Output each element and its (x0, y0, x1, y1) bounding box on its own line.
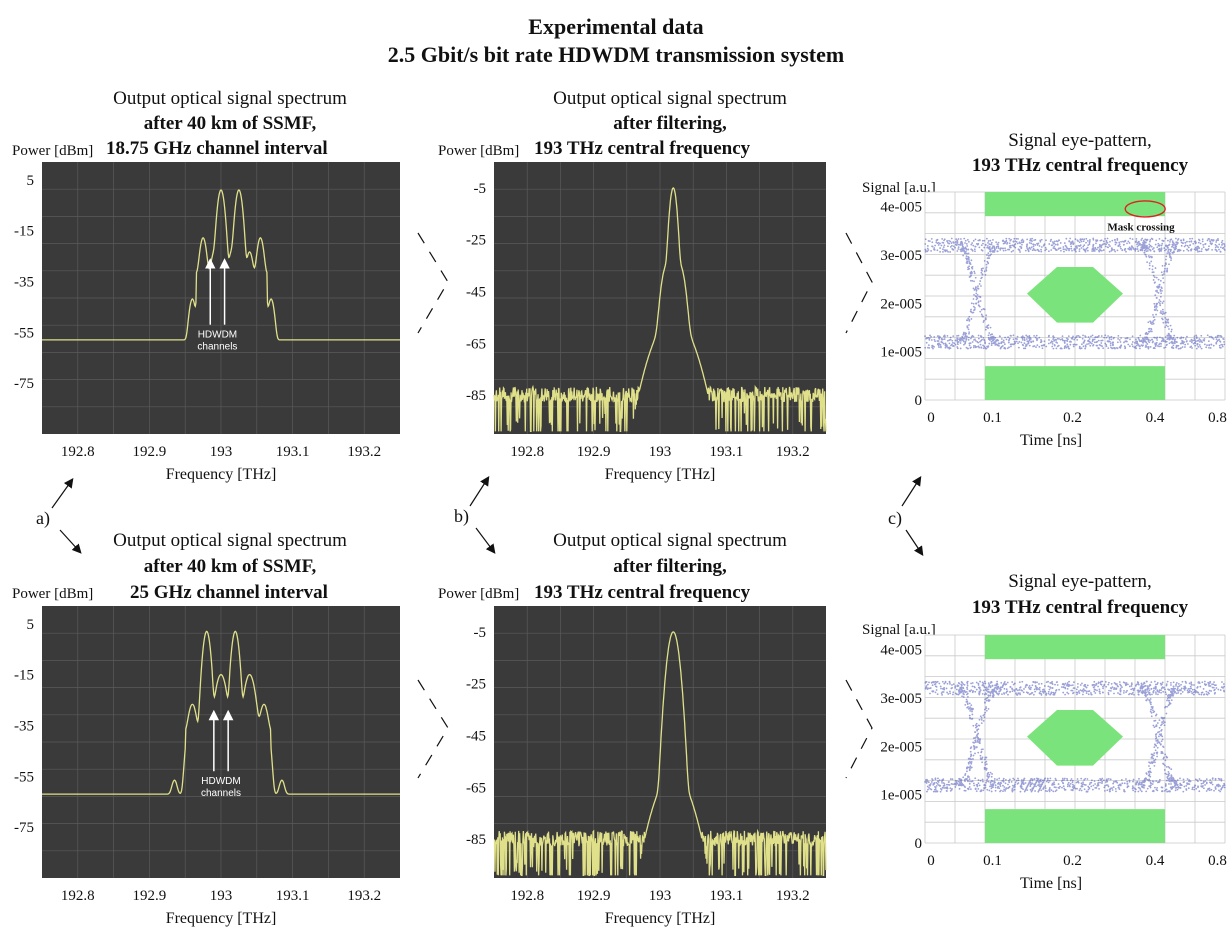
x-tick-label: 193.2 (347, 888, 381, 904)
x-tick-label: 0.4 (1146, 853, 1165, 869)
connector-b (470, 478, 494, 552)
y-tick-label: -45 (466, 729, 486, 745)
y-tick-label: 2e-005 (880, 739, 922, 755)
chart-a_bot: 5 -15 -35 -55 -75 192.8 192.9 193 193.1 193.2 Freq… (14, 606, 400, 927)
x-tick-label: 0.2 (1063, 410, 1082, 426)
y-tick-label: -45 (466, 285, 486, 301)
y-tick-label: -25 (466, 233, 486, 249)
mask-bottom (985, 366, 1165, 400)
y-tick-label: -35 (14, 718, 34, 734)
x-tick-label: 193.1 (710, 444, 744, 460)
chart-c_top: 4e-005 3e-005 2e-005 1e-005 00 0.1 0.2 0.4 0.8 Ti… (880, 192, 1227, 449)
x-tick-label: 193.2 (776, 888, 810, 904)
x-axis-label: Frequency [THz] (605, 466, 716, 483)
chart-b_top: -5 -25 -45 -65 -85 192.8 192.9 193 193.1 193.2 Fre… (466, 162, 826, 483)
chart-b_bot: -5 -25 -45 -65 -85 192.8 192.9 193 193.1 193.2 Fre… (466, 606, 826, 927)
y-tick-label: 4e-005 (880, 643, 922, 659)
y-tick-label: -55 (14, 325, 34, 341)
x-tick-label: 193 (649, 888, 672, 904)
y-tick-label: -5 (474, 625, 487, 641)
mask-crossing-label: Mask crossing (1107, 222, 1175, 234)
x-tick-label: 193.1 (276, 888, 310, 904)
x-tick-label: 0.8 (1208, 853, 1227, 869)
y-tick-label: -25 (466, 677, 486, 693)
mask-top (985, 635, 1165, 659)
x-tick-label: 0.2 (1063, 853, 1082, 869)
x-tick-label: 0 (927, 410, 935, 426)
annotation-channels: channels (201, 788, 241, 799)
y-tick-label: -35 (14, 274, 34, 290)
y-tick-label: 4e-005 (880, 200, 922, 216)
chevron-ab-top (418, 233, 448, 333)
x-tick-label: 192.8 (61, 444, 95, 460)
x-tick-label: 192.8 (510, 888, 544, 904)
y-tick-label: 1e-005 (880, 345, 922, 361)
x-tick-label: 193 (210, 444, 233, 460)
x-tick-label: 0.8 (1208, 410, 1227, 426)
x-tick-label: 192.9 (577, 444, 611, 460)
y-tick-label: -5 (474, 181, 487, 197)
x-tick-label: 193 (649, 444, 672, 460)
x-tick-label: 193.2 (347, 444, 381, 460)
mask-top (985, 192, 1165, 216)
y-tick-label: 5 (27, 173, 35, 189)
y-tick-label: -85 (466, 388, 486, 404)
x-tick-label: 193.1 (710, 888, 744, 904)
x-tick-label: 0.4 (1146, 410, 1165, 426)
y-tick-label: 0 (915, 393, 923, 409)
chevron-bc-top (846, 233, 872, 333)
x-tick-label: 0.1 (983, 410, 1002, 426)
x-axis-label: Frequency [THz] (605, 910, 716, 927)
y-tick-label: 3e-005 (880, 691, 922, 707)
x-tick-label: 192.8 (61, 888, 95, 904)
chevron-ab-bot (418, 680, 448, 778)
annotation-channels: channels (197, 342, 237, 353)
y-tick-label: -15 (14, 224, 34, 240)
y-tick-label: 5 (27, 617, 35, 633)
y-tick-label: -75 (14, 820, 34, 836)
x-tick-label: 192.8 (510, 444, 544, 460)
connector-a (52, 480, 80, 552)
connector-c (902, 478, 922, 554)
annotation-hdwdm: HDWDM (198, 330, 237, 341)
chart-c_bot: 4e-005 3e-005 2e-005 1e-005 00 0.1 0.2 0.4 0.8 Ti… (880, 635, 1227, 892)
y-tick-label: -75 (14, 376, 34, 392)
x-axis-label: Time [ns] (1020, 432, 1082, 449)
x-tick-label: 0 (927, 853, 935, 869)
x-tick-label: 193 (210, 888, 233, 904)
x-axis-label: Frequency [THz] (166, 910, 277, 927)
x-tick-label: 193.1 (276, 444, 310, 460)
x-tick-label: 192.9 (133, 444, 167, 460)
x-axis-label: Frequency [THz] (166, 466, 277, 483)
y-tick-label: -15 (14, 668, 34, 684)
y-tick-label: -55 (14, 769, 34, 785)
x-axis-label: Time [ns] (1020, 875, 1082, 892)
x-tick-label: 192.9 (133, 888, 167, 904)
chevron-bc-bot (846, 680, 872, 778)
y-tick-label: -85 (466, 832, 486, 848)
chart-a_top: 5 -15 -35 -55 -75 192.8 192.9 193 193.1 193.2 Freq… (14, 162, 400, 483)
x-tick-label: 0.1 (983, 853, 1002, 869)
mask-bottom (985, 809, 1165, 843)
y-tick-label: -65 (466, 336, 486, 352)
x-tick-label: 192.9 (577, 888, 611, 904)
x-tick-label: 193.2 (776, 444, 810, 460)
annotation-hdwdm: HDWDM (201, 776, 240, 787)
y-tick-label: 1e-005 (880, 788, 922, 804)
y-tick-label: 0 (915, 836, 923, 852)
y-tick-label: 2e-005 (880, 296, 922, 312)
y-tick-label: 3e-005 (880, 248, 922, 264)
y-tick-label: -65 (466, 780, 486, 796)
